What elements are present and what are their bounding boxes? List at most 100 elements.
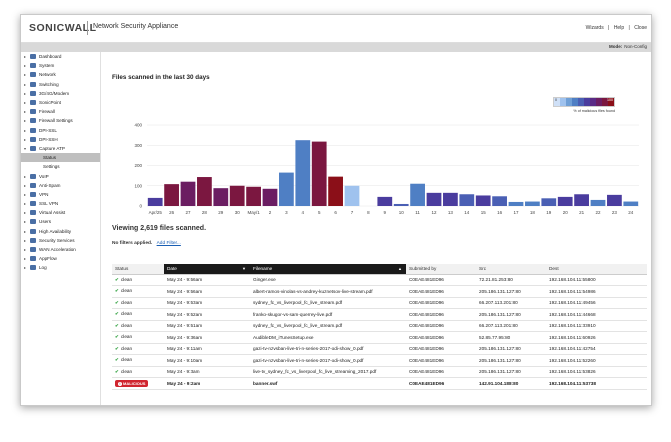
nav-icon: [30, 81, 36, 87]
table-row[interactable]: ✔ clean May 24 - 9:3am live-tv_sydney_fc_vs…: [112, 366, 647, 378]
sidebar-item-sonicpoint[interactable]: ▸ SonicPoint: [21, 98, 100, 107]
col-submitted-by[interactable]: Submitted by: [406, 264, 476, 275]
src-cell: 52.85.77.95:80: [476, 331, 546, 344]
dest-cell: 192.168.104.11:54986: [546, 285, 647, 298]
src-cell: 205.186.131.127:80: [476, 343, 546, 355]
filename-cell: albert-ramos-vinolas-vs-andrey-kuznetsov…: [250, 285, 406, 298]
table-row[interactable]: ! MALICIOUS May 24 - 9:2am banner.swf C0EAE4…: [112, 377, 647, 390]
table-row[interactable]: ✔ clean May 24 - 9:36am AudibleDM_iTunesSet…: [112, 331, 647, 344]
app-window: SONICWALL Network Security Appliance Wiz…: [20, 14, 652, 406]
filename-cell: sydney_fc_vs_liverpool_fc_live_stream.pd…: [250, 297, 406, 309]
chevron-right-icon[interactable]: ▸: [24, 81, 27, 87]
sidebar-item-dashboard[interactable]: ▸ Dashboard: [21, 52, 100, 61]
chevron-right-icon[interactable]: ▸: [24, 201, 27, 207]
sidebar-item-dpi-ssl[interactable]: ▸ DPI-SSL: [21, 126, 100, 135]
chevron-right-icon[interactable]: ▸: [24, 191, 27, 197]
table-row[interactable]: ✔ clean May 24 - 9:56am albert-ramos-vinola…: [112, 285, 647, 298]
sidebar-item-users[interactable]: ▸ Users: [21, 217, 100, 226]
chevron-right-icon[interactable]: ▸: [24, 72, 27, 78]
table-row[interactable]: ✔ clean May 24 - 9:51am sydney_fc_vs_liverp…: [112, 320, 647, 332]
col-src[interactable]: Src: [476, 264, 546, 275]
col-status[interactable]: Status: [112, 264, 164, 275]
bar: [492, 196, 507, 206]
sidebar-item-firewall-settings[interactable]: ▸ Firewall Settings: [21, 116, 100, 125]
chevron-right-icon[interactable]: ▸: [24, 247, 27, 253]
sidebar-item-capture-atp[interactable]: ▾ Capture ATP: [21, 144, 100, 153]
chevron-right-icon[interactable]: ▸: [24, 54, 27, 60]
sidebar-item-3g-4g-modem[interactable]: ▸ 3G/4G/Modem: [21, 89, 100, 98]
bar: [574, 194, 589, 206]
sidebar-item-log[interactable]: ▸ Log: [21, 263, 100, 272]
chevron-right-icon[interactable]: ▸: [24, 265, 27, 271]
col-dest[interactable]: Dest: [546, 264, 647, 275]
sidebar-item-security-services[interactable]: ▸ Security Services: [21, 236, 100, 245]
sidebar-subitem-settings[interactable]: Settings: [43, 164, 60, 170]
chevron-right-icon[interactable]: ▸: [24, 210, 27, 216]
help-link[interactable]: Help: [613, 25, 625, 31]
table-row[interactable]: ✔ clean May 24 - 9:52am franko-skugor-vs-sa…: [112, 308, 647, 321]
sidebar-item-wan-acceleration[interactable]: ▸ WAN Acceleration: [21, 245, 100, 254]
sidebar-subitem-status[interactable]: Status: [21, 153, 100, 163]
chevron-right-icon[interactable]: ▸: [24, 182, 27, 188]
chevron-right-icon[interactable]: ▸: [24, 118, 27, 124]
chevron-down-icon[interactable]: ▾: [24, 145, 27, 151]
legend-swatch: [602, 98, 608, 106]
chevron-right-icon[interactable]: ▸: [24, 63, 27, 69]
submitted-by-cell: C0EAE481ED96: [406, 308, 476, 321]
chevron-right-icon[interactable]: ▸: [24, 90, 27, 96]
top-bar: SONICWALL Network Security Appliance Wiz…: [21, 15, 651, 43]
status-cell: ✔ clean: [112, 331, 164, 344]
chevron-right-icon[interactable]: ▸: [24, 237, 27, 243]
check-icon: ✔: [115, 334, 119, 340]
link-separator: |: [608, 25, 610, 31]
dest-cell: 192.168.104.11:53826: [546, 366, 647, 378]
table-row[interactable]: ✔ clean May 24 - 9:53am sydney_fc_vs_liverp…: [112, 297, 647, 309]
chevron-right-icon[interactable]: ▸: [24, 219, 27, 225]
x-tick-label: 8: [367, 210, 370, 215]
col-filename[interactable]: Filename ▲: [250, 264, 406, 275]
close-link[interactable]: Close: [634, 25, 647, 31]
bar: [180, 181, 196, 206]
mode-indicator[interactable]: Mode: Non-Config: [609, 44, 647, 49]
src-cell: 205.186.131.127:80: [476, 366, 546, 378]
src-cell: 72.21.81.253:80: [476, 274, 546, 286]
bar: [557, 196, 573, 206]
add-filter-link[interactable]: Add Filter...: [156, 241, 181, 246]
sidebar-item-virtual-assist[interactable]: ▸ Virtual Assist: [21, 208, 100, 217]
table-row[interactable]: ✔ clean May 24 - 9:56am Ginger.exe C0EAE481E…: [112, 274, 647, 286]
sidebar-item-ssl-vpn[interactable]: ▸ SSL VPN: [21, 199, 100, 208]
chevron-right-icon[interactable]: ▸: [24, 109, 27, 115]
wizards-link[interactable]: Wizards: [585, 25, 604, 31]
chevron-right-icon[interactable]: ▸: [24, 100, 27, 106]
x-tick-label: 10: [399, 210, 405, 215]
sonicwall-logo: SONICWALL: [29, 22, 97, 34]
chevron-right-icon[interactable]: ▸: [24, 228, 27, 234]
x-tick-label: 20: [563, 210, 569, 215]
bar: [623, 201, 639, 206]
link-separator: |: [628, 25, 630, 31]
sidebar-item-anti-spam[interactable]: ▸ Anti-Spam: [21, 181, 100, 190]
sidebar-item-firewall[interactable]: ▸ Firewall: [21, 107, 100, 116]
table-row[interactable]: ✔ clean May 24 - 9:11am gazi-tv-nzvsban-liv…: [112, 343, 647, 355]
date-cell: May 24 - 9:2am: [164, 377, 250, 390]
sidebar-item-voip[interactable]: ▸ VoIP: [21, 171, 100, 180]
chevron-right-icon[interactable]: ▸: [24, 136, 27, 142]
chevron-right-icon[interactable]: ▸: [24, 127, 27, 133]
sidebar-item-system[interactable]: ▸ System: [21, 61, 100, 70]
sidebar-item-vpn[interactable]: ▸ VPN: [21, 190, 100, 199]
legend-swatch: [584, 98, 590, 106]
sidebar-item-dpi-ssh[interactable]: ▸ DPI-SSH: [21, 135, 100, 144]
sidebar-item-label: DPI-SSL: [39, 127, 57, 133]
chevron-right-icon[interactable]: ▸: [24, 173, 27, 179]
status-cell: ✔ clean: [112, 308, 164, 321]
sidebar-item-network[interactable]: ▸ Network: [21, 70, 100, 79]
sidebar-item-switching[interactable]: ▸ Switching: [21, 80, 100, 89]
chevron-right-icon[interactable]: ▸: [24, 256, 27, 262]
dest-cell: 192.168.104.11:55800: [546, 274, 647, 286]
sidebar-item-label: Capture ATP: [39, 145, 65, 151]
table-row[interactable]: ✔ clean May 24 - 9:10am gazi-tv-nzvsban-liv…: [112, 354, 647, 367]
sidebar-item-appflow[interactable]: ▸ AppFlow: [21, 254, 100, 263]
col-date[interactable]: Date ▼: [164, 264, 250, 275]
sidebar-item-high-availability[interactable]: ▸ High Availability: [21, 227, 100, 236]
bar: [607, 194, 622, 206]
